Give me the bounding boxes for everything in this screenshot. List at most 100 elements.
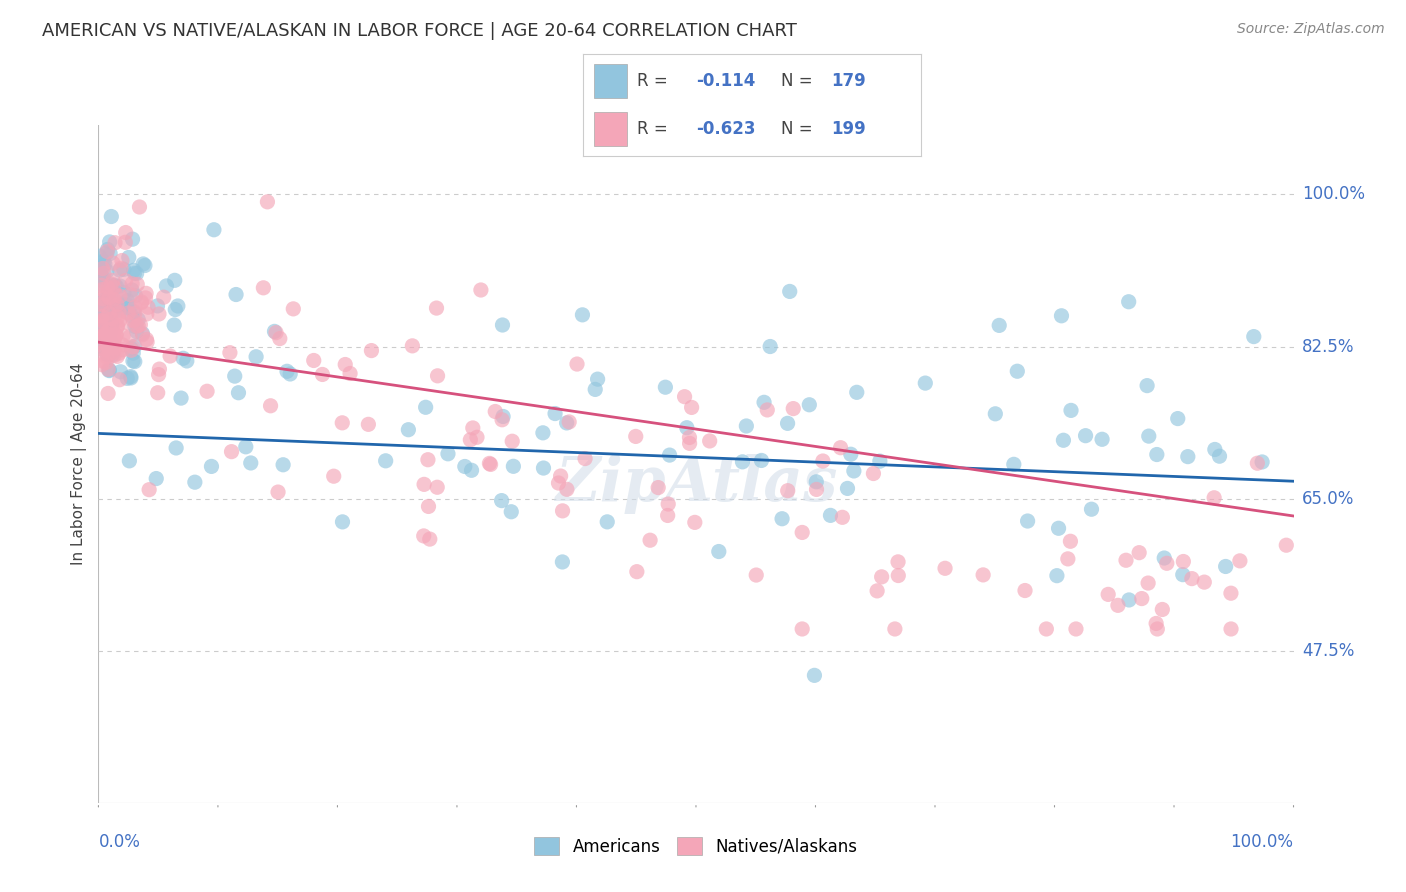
Natives/Alaskans bbox=[112, 328, 135, 343]
Natives/Alaskans bbox=[121, 340, 143, 354]
Americans bbox=[166, 299, 188, 313]
Americans bbox=[103, 299, 125, 313]
Americans bbox=[988, 318, 1011, 333]
Natives/Alaskans bbox=[159, 349, 181, 363]
Natives/Alaskans bbox=[1130, 591, 1153, 606]
Natives/Alaskans bbox=[103, 348, 125, 362]
Natives/Alaskans bbox=[135, 332, 157, 346]
Americans bbox=[97, 243, 120, 257]
Natives/Alaskans bbox=[111, 253, 134, 268]
Americans bbox=[1017, 514, 1039, 528]
Americans bbox=[806, 475, 828, 489]
Legend: Americans, Natives/Alaskans: Americans, Natives/Alaskans bbox=[527, 830, 865, 863]
Americans bbox=[100, 321, 122, 335]
Americans bbox=[96, 338, 118, 352]
Natives/Alaskans bbox=[93, 343, 115, 358]
Natives/Alaskans bbox=[339, 367, 361, 381]
Natives/Alaskans bbox=[97, 341, 120, 355]
Americans bbox=[118, 251, 141, 265]
Americans bbox=[1050, 309, 1073, 323]
Natives/Alaskans bbox=[1204, 491, 1226, 505]
Natives/Alaskans bbox=[806, 483, 828, 497]
Americans bbox=[100, 342, 122, 356]
Americans bbox=[1146, 448, 1168, 462]
Natives/Alaskans bbox=[550, 469, 572, 483]
Natives/Alaskans bbox=[120, 287, 142, 301]
Natives/Alaskans bbox=[97, 386, 120, 401]
Americans bbox=[124, 354, 146, 368]
Natives/Alaskans bbox=[558, 415, 581, 429]
Natives/Alaskans bbox=[135, 286, 157, 301]
Natives/Alaskans bbox=[413, 477, 436, 491]
Natives/Alaskans bbox=[148, 368, 170, 382]
Natives/Alaskans bbox=[94, 337, 117, 351]
Natives/Alaskans bbox=[90, 278, 112, 293]
Natives/Alaskans bbox=[425, 301, 447, 315]
Americans bbox=[98, 363, 121, 377]
Americans bbox=[842, 464, 865, 478]
Natives/Alaskans bbox=[267, 485, 290, 500]
Americans bbox=[100, 210, 122, 224]
Natives/Alaskans bbox=[626, 565, 648, 579]
Americans bbox=[454, 459, 477, 474]
Americans bbox=[869, 454, 891, 468]
Americans bbox=[170, 391, 193, 405]
Natives/Alaskans bbox=[108, 373, 131, 387]
Natives/Alaskans bbox=[98, 306, 121, 320]
Americans bbox=[124, 266, 146, 280]
Natives/Alaskans bbox=[107, 310, 129, 324]
Natives/Alaskans bbox=[125, 319, 148, 334]
Natives/Alaskans bbox=[136, 334, 159, 349]
Americans bbox=[120, 342, 142, 356]
Americans bbox=[245, 350, 267, 364]
Natives/Alaskans bbox=[311, 368, 333, 382]
Americans bbox=[752, 395, 775, 409]
Natives/Alaskans bbox=[647, 481, 669, 495]
Natives/Alaskans bbox=[461, 421, 484, 435]
Americans bbox=[120, 369, 142, 384]
Natives/Alaskans bbox=[416, 452, 439, 467]
Americans bbox=[202, 223, 225, 237]
Natives/Alaskans bbox=[97, 362, 120, 376]
Americans bbox=[1074, 428, 1097, 442]
Natives/Alaskans bbox=[104, 235, 127, 250]
Natives/Alaskans bbox=[657, 508, 679, 523]
Natives/Alaskans bbox=[91, 309, 114, 323]
Americans bbox=[96, 347, 118, 361]
Natives/Alaskans bbox=[152, 290, 174, 304]
Americans bbox=[97, 307, 120, 321]
Americans bbox=[101, 348, 124, 362]
Natives/Alaskans bbox=[756, 403, 779, 417]
Americans bbox=[93, 299, 115, 313]
Natives/Alaskans bbox=[792, 622, 814, 636]
Americans bbox=[396, 423, 419, 437]
Natives/Alaskans bbox=[108, 346, 131, 360]
Natives/Alaskans bbox=[103, 280, 125, 294]
Americans bbox=[94, 319, 117, 334]
Americans bbox=[502, 459, 524, 474]
Natives/Alaskans bbox=[465, 430, 488, 444]
Natives/Alaskans bbox=[91, 292, 114, 306]
Americans bbox=[845, 385, 868, 400]
Americans bbox=[110, 365, 132, 379]
Natives/Alaskans bbox=[105, 350, 128, 364]
Americans bbox=[87, 302, 110, 317]
Americans bbox=[1080, 502, 1102, 516]
Natives/Alaskans bbox=[131, 327, 153, 342]
Natives/Alaskans bbox=[108, 305, 131, 319]
Americans bbox=[124, 319, 146, 334]
Americans bbox=[984, 407, 1007, 421]
Americans bbox=[121, 309, 143, 323]
Americans bbox=[172, 351, 194, 366]
Americans bbox=[108, 303, 131, 318]
Natives/Alaskans bbox=[90, 297, 112, 311]
Americans bbox=[225, 287, 247, 301]
Natives/Alaskans bbox=[1219, 586, 1241, 600]
Americans bbox=[134, 259, 156, 273]
Natives/Alaskans bbox=[195, 384, 218, 399]
Americans bbox=[93, 278, 115, 293]
Text: -0.623: -0.623 bbox=[696, 120, 756, 138]
Natives/Alaskans bbox=[264, 326, 287, 340]
Natives/Alaskans bbox=[138, 483, 160, 497]
Natives/Alaskans bbox=[101, 322, 124, 336]
